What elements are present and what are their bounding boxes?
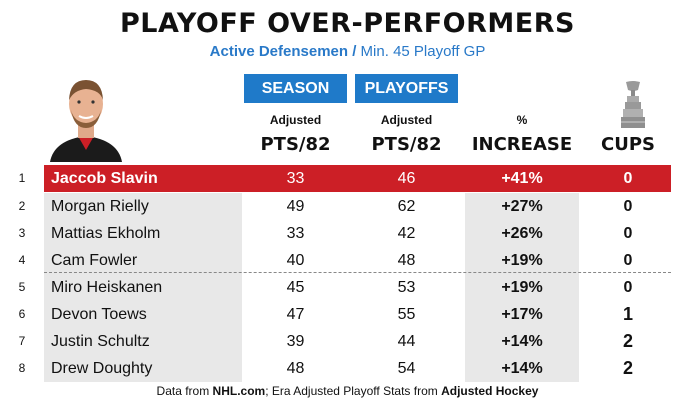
cups-count: 1	[622, 304, 633, 324]
pct-increase: +26%	[465, 220, 579, 247]
cups-count: 0	[623, 252, 633, 269]
table-row: 5 Miro Heiskanen 45 53 +19% 0	[0, 274, 695, 301]
row-rank: 6	[18, 307, 26, 321]
footer-text-a: Data from	[156, 384, 213, 398]
playoff-pts: 44	[397, 333, 416, 350]
season-pts: 47	[286, 306, 305, 323]
player-name: Morgan Rielly	[44, 193, 242, 220]
pct-increase: +14%	[465, 355, 579, 382]
player-avatar	[44, 70, 128, 162]
pct-increase: +41%	[465, 165, 579, 192]
stanley-cup-icon	[618, 80, 648, 130]
player-name: Justin Schultz	[44, 328, 242, 355]
subtitle-rest: Min. 45 Playoff GP	[356, 43, 486, 60]
row-rank: 8	[18, 361, 26, 375]
table-row: 6 Devon Toews 47 55 +17% 1	[0, 301, 695, 328]
group-divider	[44, 272, 671, 273]
table-row: 8 Drew Doughty 48 54 +14% 2	[0, 355, 695, 382]
pct-header-large: INCREASE	[471, 134, 573, 155]
table-row: 1 Jaccob Slavin 33 46 +41% 0	[0, 165, 695, 192]
pct-increase: +19%	[465, 274, 579, 301]
playoff-pts: 54	[397, 360, 416, 377]
pct-increase: +14%	[465, 328, 579, 355]
row-rank: 4	[18, 253, 26, 267]
player-name: Drew Doughty	[44, 355, 242, 382]
season-pts: 49	[286, 198, 305, 215]
cups-count: 2	[622, 358, 633, 378]
season-header-small: Adjusted	[269, 113, 322, 127]
pct-increase: +17%	[465, 301, 579, 328]
season-pts: 45	[286, 279, 305, 296]
row-rank: 2	[18, 199, 26, 213]
cups-count: 0	[623, 198, 633, 215]
footer-text-c: ; Era Adjusted Playoff Stats from	[265, 384, 442, 398]
table-row: 4 Cam Fowler 40 48 +19% 0	[0, 247, 695, 274]
player-name: Cam Fowler	[44, 247, 242, 274]
cups-count: 0	[623, 279, 633, 296]
player-name: Devon Toews	[44, 301, 242, 328]
cups-count: 0	[585, 165, 671, 192]
subtitle-bold: Active Defensemen /	[209, 43, 357, 60]
playoff-pts: 42	[397, 225, 416, 242]
source-footer: Data from NHL.com; Era Adjusted Playoff …	[0, 384, 695, 398]
playoffs-tag: PLAYOFFS	[355, 74, 458, 103]
page-title: PLAYOFF OVER-PERFORMERS	[120, 8, 575, 39]
season-tag: SEASON	[244, 74, 347, 103]
footer-source-adjusted-hockey: Adjusted Hockey	[441, 384, 539, 398]
playoff-pts: 55	[397, 306, 416, 323]
playoff-pts: 53	[397, 279, 416, 296]
table-row: 7 Justin Schultz 39 44 +14% 2	[0, 328, 695, 355]
playoff-pts: 46	[355, 165, 458, 192]
season-pts: 39	[286, 333, 305, 350]
player-name: Miro Heiskanen	[44, 274, 242, 301]
footer-source-nhl: NHL.com	[212, 384, 266, 398]
season-pts: 33	[286, 225, 305, 242]
table-row: 2 Morgan Rielly 49 62 +27% 0	[0, 193, 695, 220]
playoff-pts: 62	[397, 198, 416, 215]
player-name: Jaccob Slavin	[44, 165, 242, 192]
season-pts: 48	[286, 360, 305, 377]
cups-header-large: CUPS	[601, 134, 655, 155]
season-header-large: PTS/82	[260, 134, 331, 155]
playoff-header-small: Adjusted	[380, 113, 433, 127]
season-pts: 33	[244, 165, 347, 192]
pct-increase: +19%	[465, 247, 579, 274]
row-rank: 3	[18, 226, 26, 240]
playoff-header-large: PTS/82	[371, 134, 442, 155]
table-row: 3 Mattias Ekholm 33 42 +26% 0	[0, 220, 695, 247]
row-rank: 5	[18, 280, 26, 294]
cups-count: 0	[623, 225, 633, 242]
cups-count: 2	[622, 331, 633, 351]
pct-increase: +27%	[465, 193, 579, 220]
row-rank: 7	[18, 334, 26, 348]
page-subtitle: Active Defensemen / Min. 45 Playoff GP	[0, 43, 695, 60]
pct-header-small: %	[516, 113, 528, 127]
season-pts: 40	[286, 252, 305, 269]
playoff-pts: 48	[397, 252, 416, 269]
player-name: Mattias Ekholm	[44, 220, 242, 247]
row-rank: 1	[18, 171, 26, 185]
